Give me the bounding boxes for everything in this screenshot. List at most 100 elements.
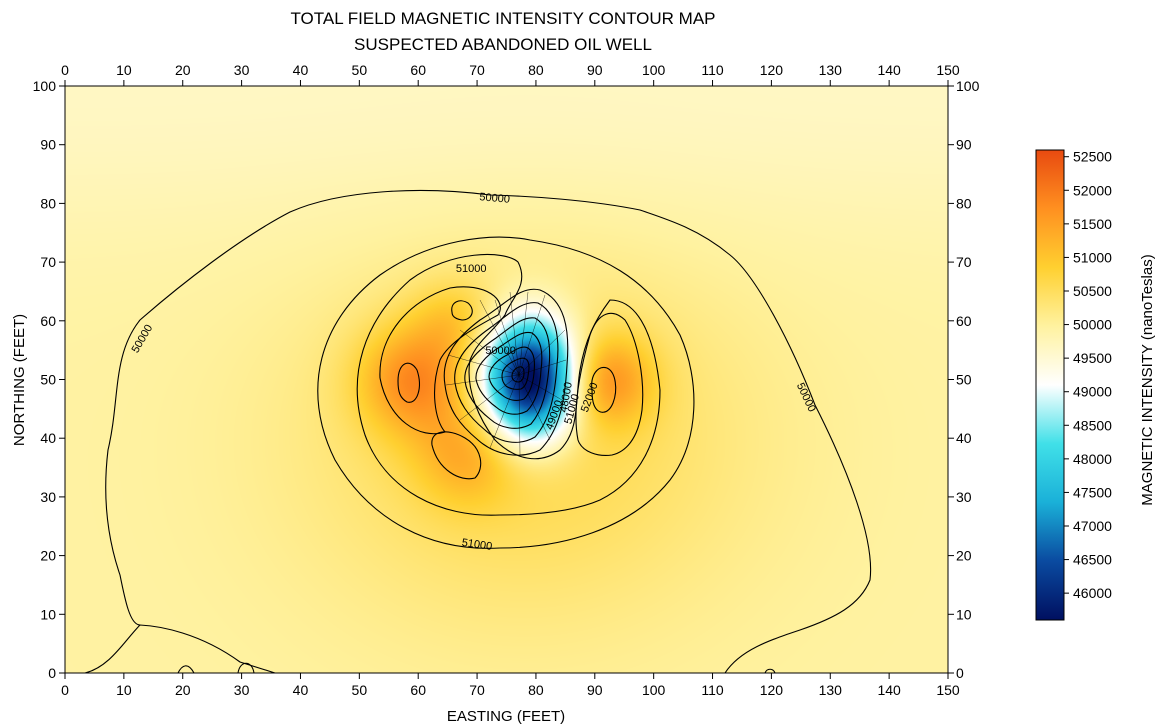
chart-subtitle: SUSPECTED ABANDONED OIL WELL	[354, 35, 652, 54]
colorbar-tick-label: 48000	[1073, 451, 1112, 467]
contour-51000-outer	[317, 236, 695, 549]
x-tick-label-top: 140	[877, 62, 901, 78]
y-tick-label-left: 90	[40, 137, 56, 153]
contour-low-5	[488, 346, 536, 401]
x-tick-label-top: 80	[528, 62, 544, 78]
colorbar-tick-label: 47000	[1073, 518, 1112, 534]
colorbar-tick-label: 50500	[1073, 283, 1112, 299]
contour-label: 50000	[485, 345, 516, 357]
x-tick-label-bottom: 120	[760, 682, 784, 698]
x-tick-label-top: 60	[410, 62, 426, 78]
x-tick-label-bottom: 70	[469, 682, 485, 698]
x-tick-label-top: 90	[587, 62, 603, 78]
contour-51000-mid	[356, 254, 661, 516]
x-tick-label-bottom: 100	[642, 682, 666, 698]
y-tick-label-left: 10	[40, 606, 56, 622]
contour-low-6	[501, 357, 530, 390]
contour-52000-northwest	[451, 300, 473, 321]
y-tick-label-left: 80	[40, 195, 56, 211]
contour-50000	[84, 189, 872, 673]
x-tick-label-bottom: 20	[175, 682, 191, 698]
x-tick-label-bottom: 140	[877, 682, 901, 698]
x-tick-label-top: 30	[234, 62, 250, 78]
contour-low-2	[454, 302, 559, 443]
x-tick-label-bottom: 60	[410, 682, 426, 698]
x-tick-label-bottom: 40	[293, 682, 309, 698]
x-tick-label-top: 70	[469, 62, 485, 78]
contour-low-3	[464, 317, 551, 429]
colorbar-tick-label: 51000	[1073, 249, 1112, 265]
contour-low-4	[475, 331, 543, 415]
colorbar-tick-label: 51500	[1073, 216, 1112, 232]
colorbar-tick-label: 46000	[1073, 585, 1112, 601]
x-tick-label-bottom: 10	[116, 682, 132, 698]
colorbar-tick-label: 50000	[1073, 317, 1112, 333]
x-tick-label-top: 150	[936, 62, 960, 78]
y-tick-label-right: 100	[956, 78, 980, 94]
y-tick-label-right: 20	[956, 548, 972, 564]
x-tick-label-bottom: 90	[587, 682, 603, 698]
y-tick-label-right: 70	[956, 254, 972, 270]
x-tick-label-bottom: 110	[701, 682, 724, 698]
x-axis-label: EASTING (FEET)	[447, 708, 565, 725]
x-tick-label-top: 50	[352, 62, 368, 78]
y-tick-label-right: 30	[956, 489, 972, 505]
x-tick-label-bottom: 130	[819, 682, 843, 698]
y-tick-label-right: 90	[956, 137, 972, 153]
y-tick-label-right: 50	[956, 372, 972, 388]
y-tick-label-left: 70	[40, 254, 56, 270]
y-tick-label-left: 30	[40, 489, 56, 505]
x-tick-label-bottom: 150	[936, 682, 960, 698]
x-tick-label-top: 20	[175, 62, 191, 78]
y-tick-label-right: 0	[956, 665, 964, 681]
contour-51500-west	[379, 286, 501, 435]
y-tick-label-left: 100	[33, 78, 57, 94]
contour-low-7	[511, 366, 525, 383]
x-tick-label-top: 130	[819, 62, 843, 78]
x-tick-label-bottom: 50	[352, 682, 368, 698]
intensity-field	[65, 86, 948, 673]
colorbar-label: MAGNETIC INTENSITY (nanoTeslas)	[1139, 254, 1156, 505]
y-tick-label-left: 0	[48, 665, 56, 681]
y-axis-left: 0 10 20 30 40 50 60 70 80 90 100	[33, 78, 65, 681]
contour-label: 48000	[558, 381, 575, 413]
colorbar-tick-label: 48500	[1073, 417, 1112, 433]
y-tick-label-left: 60	[40, 313, 56, 329]
colorbar-ticks: 46000 46500 47000 47500 48000 48500 49000 49500…	[1064, 149, 1112, 601]
x-tick-label-bottom: 30	[234, 682, 250, 698]
contour-label: 50000	[479, 191, 511, 206]
contour-50000-south-dip	[177, 665, 195, 673]
y-tick-label-right: 60	[956, 313, 972, 329]
y-tick-label-right: 10	[956, 606, 972, 622]
contour-label: 51000	[456, 263, 487, 275]
colorbar-tick-label: 52000	[1073, 182, 1112, 198]
colorbar-tick-label: 46500	[1073, 552, 1112, 568]
x-axis-bottom: 0 10 20 30 40 50 60 70 80 90 100 110 120 130 140 150	[61, 673, 960, 698]
y-axis-right: 0 10 20 30 40 50 60 70 80 90 100	[948, 78, 980, 681]
colorbar-tick-label: 49000	[1073, 384, 1112, 400]
colorbar-tick-label: 52500	[1073, 149, 1112, 165]
y-tick-label-right: 40	[956, 430, 972, 446]
contour-label: 51000	[461, 537, 493, 553]
colorbar-tick-label: 47500	[1073, 484, 1112, 500]
contour-52000-west	[397, 362, 420, 403]
contour-50000-south-dip-3	[764, 668, 776, 673]
x-axis-top: 0 10 20 30 40 50 60 70 80 90 100 110 120 130 140 150	[61, 62, 960, 86]
colorbar-tick-label: 49500	[1073, 350, 1112, 366]
x-tick-label-top: 40	[293, 62, 309, 78]
colorbar: 46000 46500 47000 47500 48000 48500 49000 49500…	[1035, 149, 1112, 621]
contour-51500-east	[575, 312, 644, 456]
colorbar-gradient	[1035, 149, 1065, 621]
contour-mesh	[445, 291, 567, 456]
x-tick-label-bottom: 0	[61, 682, 69, 698]
y-tick-label-left: 50	[40, 372, 56, 388]
contour-50000-south-dip-2	[237, 662, 255, 673]
y-tick-label-right: 80	[956, 195, 972, 211]
x-tick-label-top: 110	[701, 62, 724, 78]
chart-title: TOTAL FIELD MAGNETIC INTENSITY CONTOUR M…	[290, 9, 715, 28]
x-tick-label-top: 0	[61, 62, 69, 78]
x-tick-label-top: 100	[642, 62, 666, 78]
y-tick-label-left: 20	[40, 548, 56, 564]
contour-mesh-radials	[445, 291, 567, 456]
